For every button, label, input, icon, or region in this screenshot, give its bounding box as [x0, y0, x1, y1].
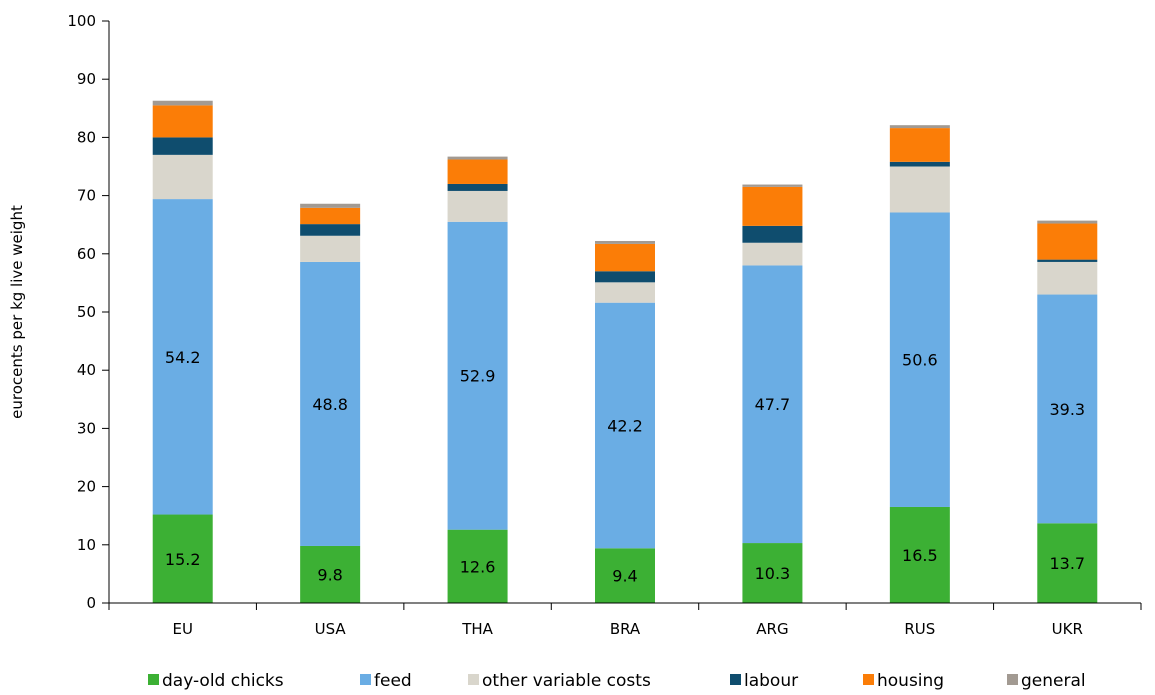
- bar-segment-usa-feed: [300, 261, 361, 546]
- legend: day-old chicks feed other variable costs la…: [148, 671, 1086, 691]
- legend-swatch: [1007, 674, 1018, 685]
- bar-segment-bra-labour: [595, 271, 655, 283]
- data-label: 13.7: [1049, 554, 1085, 573]
- data-label: 52.9: [460, 367, 496, 386]
- y-tick-label: 60: [77, 245, 96, 263]
- data-labels-group: 15.2 54.2 9.8 48.8 12.6 52.9 9.4 42.2 10.3 47.7 16…: [165, 348, 1085, 586]
- bar-segment-usa-general: [300, 203, 361, 208]
- data-label: 54.2: [165, 348, 201, 367]
- bar-segment-arg-housing: [742, 186, 803, 226]
- bar-segment-eu-day-old-chicks: [152, 514, 213, 603]
- y-tick-label: 30: [77, 419, 96, 437]
- x-tick-label: EU: [172, 620, 192, 638]
- bar-segment-rus-general: [889, 125, 950, 129]
- bar-segment-rus-feed: [889, 212, 950, 507]
- data-label: 39.3: [1049, 400, 1085, 419]
- legend-swatch: [468, 674, 479, 685]
- data-label: 16.5: [902, 546, 938, 565]
- bar-segment-ukr-housing: [1037, 223, 1098, 260]
- bar-segment-tha-feed: [447, 221, 508, 530]
- bar-segment-arg-labour: [742, 225, 803, 243]
- data-label: 10.3: [755, 564, 791, 583]
- bar-segment-ukr-labour: [1037, 259, 1098, 262]
- y-tick-label: 70: [77, 187, 96, 205]
- bar-segment-eu-general: [152, 100, 213, 106]
- x-tick-label: ARG: [756, 620, 788, 638]
- bar-segment-rus-labour: [889, 161, 950, 167]
- bar-segment-tha-labour: [447, 183, 508, 191]
- bar-segment-eu-labour: [152, 137, 213, 155]
- x-tick-label: BRA: [610, 620, 641, 638]
- y-tick-label: 100: [67, 12, 96, 30]
- x-tick-label: USA: [315, 620, 347, 638]
- legend-label: housing: [877, 671, 944, 691]
- bar-segment-bra-day-old-chicks: [595, 548, 655, 603]
- y-axis-title: eurocents per kg live weight: [8, 205, 26, 419]
- bar-segment-arg-general: [742, 184, 803, 187]
- bar-segment-rus-day-old-chicks: [889, 506, 950, 603]
- data-label: 9.4: [612, 567, 637, 586]
- legend-label: feed: [374, 671, 412, 691]
- legend-swatch: [863, 674, 874, 685]
- bar-segment-tha-housing: [447, 159, 508, 184]
- bar-segment-usa-day-old-chicks: [300, 545, 361, 603]
- y-tick-label: 40: [77, 361, 96, 379]
- bar-segment-ukr-day-old-chicks: [1037, 523, 1098, 603]
- axes-group: 0 10 20 30 40 50 60 70 80 90 100 EU USA THA BRA ARG RUS U…: [67, 12, 1142, 638]
- legend-label: day-old chicks: [162, 671, 284, 691]
- bar-segment-usa-housing: [300, 207, 361, 225]
- data-label: 12.6: [460, 557, 496, 576]
- legend-swatch: [148, 674, 159, 685]
- legend-label: other variable costs: [482, 671, 651, 691]
- bar-segment-ukr-other-variable-costs: [1037, 261, 1098, 295]
- bar-segment-bra-housing: [595, 243, 655, 272]
- y-tick-label: 10: [77, 536, 96, 554]
- data-label: 47.7: [755, 395, 791, 414]
- data-label: 9.8: [317, 565, 342, 584]
- legend-label: general: [1021, 671, 1086, 691]
- bar-segment-usa-other-variable-costs: [300, 235, 361, 262]
- bar-segment-eu-other-variable-costs: [152, 154, 213, 200]
- bar-segment-eu-feed: [152, 199, 213, 515]
- bar-segment-arg-day-old-chicks: [742, 543, 803, 603]
- y-tick-label: 50: [77, 303, 96, 321]
- bar-segment-ukr-general: [1037, 220, 1098, 224]
- y-tick-label: 90: [77, 70, 96, 88]
- x-tick-label: RUS: [904, 620, 935, 638]
- bar-segment-arg-other-variable-costs: [742, 242, 803, 266]
- bar-segment-rus-housing: [889, 128, 950, 162]
- data-label: 50.6: [902, 351, 938, 370]
- legend-label: labour: [744, 671, 798, 691]
- y-tick-label: 80: [77, 128, 96, 146]
- y-tick-label: 0: [86, 594, 96, 612]
- bar-segment-arg-feed: [742, 265, 803, 544]
- bars-group: [152, 100, 1098, 603]
- bar-segment-bra-general: [595, 240, 655, 244]
- data-label: 42.2: [607, 416, 643, 435]
- x-tick-label: UKR: [1052, 620, 1083, 638]
- bar-segment-tha-other-variable-costs: [447, 190, 508, 222]
- bar-segment-tha-general: [447, 156, 508, 160]
- bar-segment-bra-feed: [595, 302, 655, 549]
- x-tick-label: THA: [461, 620, 493, 638]
- bar-segment-eu-housing: [152, 105, 213, 138]
- legend-swatch: [360, 674, 371, 685]
- bar-segment-rus-other-variable-costs: [889, 166, 950, 213]
- bar-segment-tha-day-old-chicks: [447, 529, 508, 603]
- data-label: 48.8: [312, 395, 348, 414]
- bar-segment-ukr-feed: [1037, 294, 1098, 524]
- data-label: 15.2: [165, 550, 201, 569]
- bar-segment-usa-labour: [300, 224, 361, 236]
- y-tick-label: 20: [77, 478, 96, 496]
- bar-segment-bra-other-variable-costs: [595, 282, 655, 303]
- legend-swatch: [730, 674, 741, 685]
